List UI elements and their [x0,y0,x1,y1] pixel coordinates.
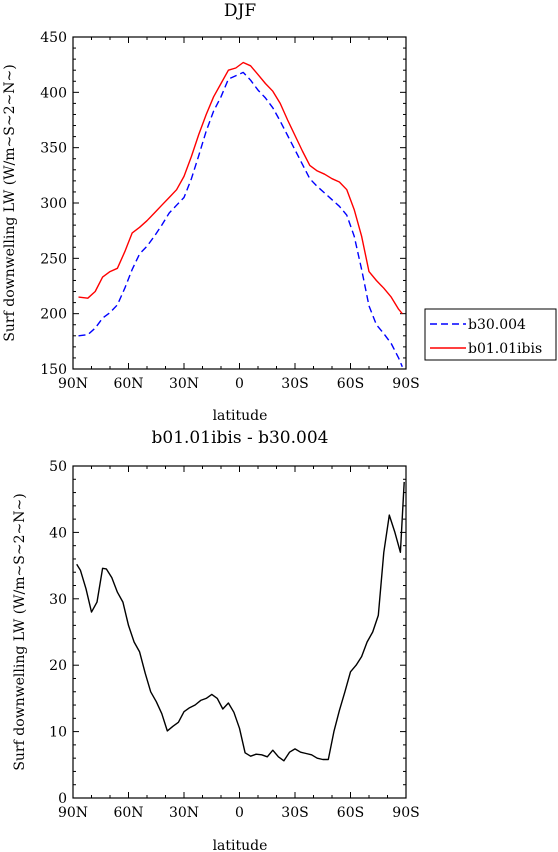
top-x-axis-label: latitude [213,408,268,424]
top-x-tick-label: 90S [392,376,419,392]
bottom-chart-title: b01.01ibis - b30.004 [152,428,329,448]
bottom-y-tick-label: 0 [58,791,67,807]
top-y-tick-label: 250 [40,251,67,267]
bottom-x-tick-label: 0 [235,805,244,821]
bottom-x-tick-label: 60S [337,805,364,821]
top-y-tick-label: 450 [40,30,67,46]
legend-label-b01-01ibis: b01.01ibis [468,341,542,357]
top-x-tick-label: 30N [169,376,199,392]
top-series-line-b01-01ibis [78,61,403,315]
bottom-y-tick-label: 40 [49,525,67,541]
legend-box [424,308,557,361]
top-plot-frame [72,36,407,370]
top-chart-title: DJF [224,1,256,21]
top-x-tick-label: 0 [235,376,244,392]
bottom-series-line-difference [76,481,405,762]
top-series-line-b30-004 [78,71,403,368]
bottom-y-tick-label: 10 [49,725,67,741]
top-x-tick-label: 90N [58,376,88,392]
bottom-y-tick-label: 50 [49,459,67,475]
top-x-tick-label: 60N [113,376,143,392]
bottom-x-tick-label: 90S [392,805,419,821]
bottom-x-axis-label: latitude [213,838,268,852]
top-y-tick-label: 200 [40,307,67,323]
top-x-tick-label: 30S [281,376,308,392]
bottom-y-axis-label: Surf downwelling LW (W/m~S~2~N~) [12,493,28,770]
bottom-plot-frame [72,465,407,799]
bottom-x-tick-label: 60N [113,805,143,821]
top-y-tick-label: 400 [40,85,67,101]
bottom-x-tick-label: 90N [58,805,88,821]
top-y-tick-label: 350 [40,141,67,157]
top-y-tick-label: 150 [40,362,67,378]
top-x-tick-label: 60S [337,376,364,392]
bottom-x-tick-label: 30S [281,805,308,821]
top-y-axis-label: Surf downwelling LW (W/m~S~2~N~) [2,64,18,341]
bottom-y-tick-label: 30 [49,592,67,608]
bottom-x-tick-label: 30N [169,805,199,821]
legend-label-b30-004: b30.004 [468,317,526,333]
top-y-tick-label: 300 [40,196,67,212]
legend: b30.004 b01.01ibis [424,308,557,361]
bottom-y-tick-label: 20 [49,658,67,674]
